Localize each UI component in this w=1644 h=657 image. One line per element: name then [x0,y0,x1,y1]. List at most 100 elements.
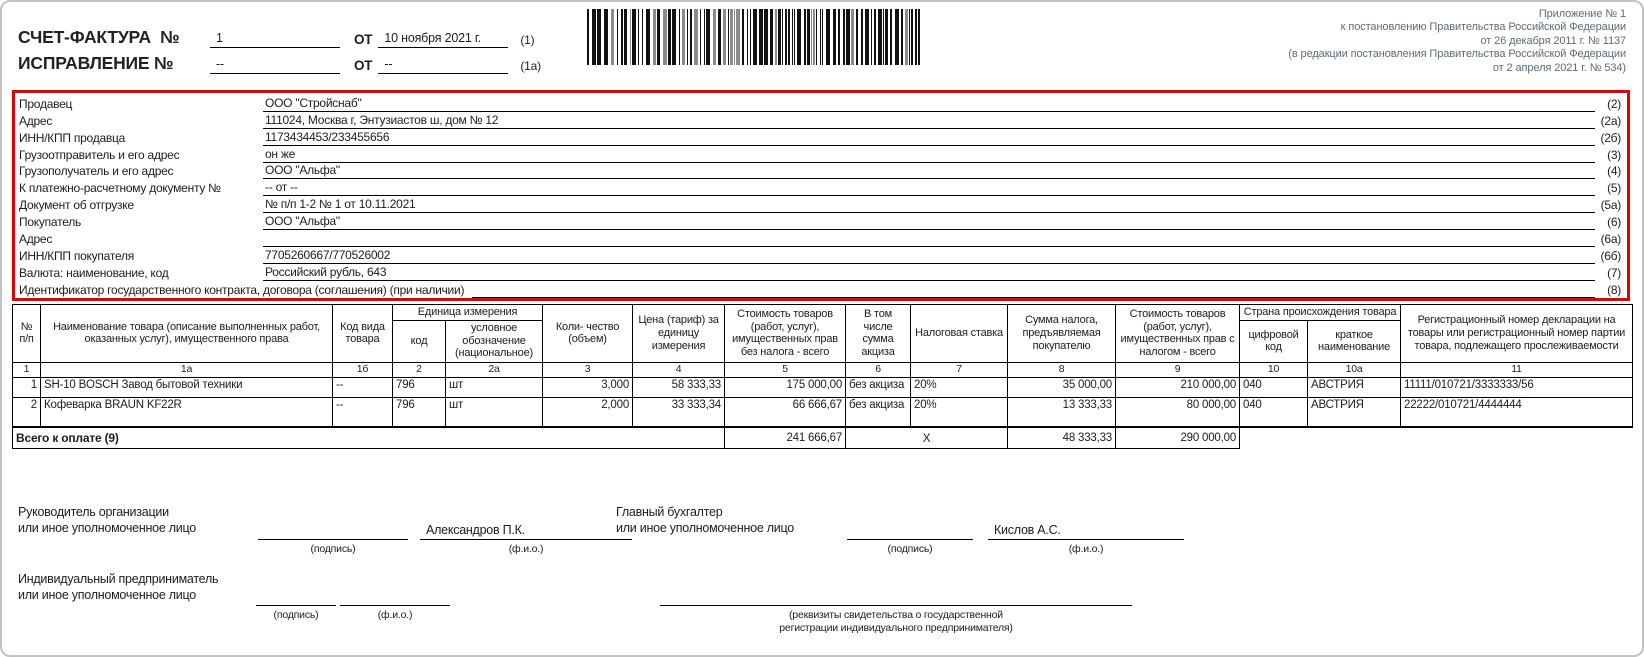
accountant-sign-line [847,523,973,540]
col-header-unit-code: код [392,319,446,363]
party-row-ref: (2) [1607,96,1621,111]
goods-cell: 20% [910,376,1009,398]
col-header-cost-with-tax: Стоимость товаров (работ, услуг), имущес… [1115,304,1241,363]
party-row-label: Грузоотправитель и его адрес [19,147,180,162]
goods-cell: SH-10 BOSCH Завод бытовой техники [40,376,333,398]
party-row-value: 7705260667/770526002 [263,248,1595,264]
col-header-country-name: краткое наименование [1307,319,1402,363]
goods-cell: Кофеварка BRAUN KF22R [40,396,333,429]
barcode-bar [804,9,806,65]
goods-cell: 2,000 [542,396,634,429]
barcode-bar [909,9,910,65]
goods-cell: 040 [1239,396,1309,429]
col-header-reg-number: Регистрационный номер декларации на това… [1400,304,1634,363]
goods-cell: 66 666,67 [724,396,847,429]
barcode-bar [617,9,618,65]
director-sign-caption: (подпись) [310,543,356,555]
goods-table-row: 2 Кофеварка BRAUN KF22R -- 796 шт 2,000 33 333… [12,396,1634,429]
party-row: Продавец ООО "Стройснаб" (2) [19,95,1627,112]
party-row-ref: (2б) [1600,130,1621,145]
barcode-bar [878,9,882,65]
goods-cell: 22222/010721/4444444 [1400,396,1634,429]
barcode-bar [723,9,726,65]
total-row: Всего к оплате (9) 241 666,67 X 48 333,3… [11,426,1633,449]
barcode-bar [792,9,793,65]
barcode-bar [895,9,899,65]
barcode-bar [624,9,627,65]
total-cost-without-tax: 241 666,67 [724,426,847,449]
party-row: Адрес 111024, Москва г, Энтузиастов ш, до… [19,112,1627,129]
correction-title: ИСПРАВЛЕНИЕ № [18,53,174,73]
barcode-bar [653,9,656,65]
table-subheader-row: код условное обозначение (национальное) … [13,319,1633,363]
barcode-bar [822,9,823,65]
barcode-bar [794,9,795,65]
correction-title-row: ИСПРАВЛЕНИЕ № -- ОТ -- (1а) [18,48,541,74]
total-x-mark: X [845,426,1009,449]
goods-cell: 210 000,00 [1115,376,1241,398]
party-row-label: Идентификатор государственного контракта… [19,282,465,297]
barcode-bar [694,9,698,65]
party-row-ref: (5) [1607,181,1621,196]
goods-cell: 2 [12,396,41,429]
barcode-bar [611,9,614,65]
barcode-bar [592,9,596,65]
goods-cell: без акциза [845,376,912,398]
party-row: Адрес (6а) [19,230,1627,248]
column-number-cell: 6 [845,361,912,378]
party-row-value: 111024, Москва г, Энтузиастов ш, дом № 1… [263,113,1595,129]
barcode-bar [820,9,821,65]
barcode-bar [742,9,744,65]
barcode-bar [672,9,676,65]
goods-cell: без акциза [845,396,912,429]
goods-cell: 33 333,34 [632,396,726,429]
barcode-bar [587,9,589,65]
column-number-cell: 2 [392,361,446,378]
party-row-label: Валюта: наименование, код [19,265,169,280]
barcode-bar [753,9,757,65]
column-number-cell: 1б [332,361,393,378]
col-header-npp: № п/п [12,304,41,363]
goods-cell: АВСТРИЯ [1307,396,1402,429]
correction-number-field: -- [210,57,340,74]
barcode-icon [587,9,923,65]
barcode-bar [813,9,815,65]
party-row-ref: (6а) [1600,232,1622,247]
barcode-bar [632,9,636,65]
barcode-bar [807,9,810,65]
barcode-bar [747,9,748,65]
col-header-unit-symbol: условное обозначение (национальное) [444,319,544,363]
column-number-cell: 9 [1115,361,1241,378]
barcode-bar [638,9,639,65]
col-header-country-code: цифровой код [1239,319,1309,363]
goods-cell: -- [332,396,393,429]
col-header-excise: В том числе сумма акциза [845,304,912,363]
entrepreneur-requisites-line [660,590,1132,606]
barcode-bar [846,9,850,65]
party-row-ref: (5а) [1600,198,1622,213]
col-header-name: Наименование товара (описание выполненны… [40,304,333,363]
entrepreneur-fio-caption: (ф.и.о.) [377,609,413,621]
barcode-bar [668,9,671,65]
barcode-bar [816,9,817,65]
director-fio-caption: (ф.и.о.) [508,543,544,555]
entrepreneur-requisites-caption: (реквизиты свидетельства о государственн… [779,609,1013,634]
party-row-ref: (3) [1607,147,1621,162]
column-number-cell: 8 [1007,361,1117,378]
goods-cell: 175 000,00 [724,376,847,398]
party-row-value: ООО "Альфа" [263,214,1595,231]
barcode-bar [728,9,729,65]
barcode-bar [630,9,631,65]
barcode-bar [700,9,701,65]
barcode-bar [750,9,751,65]
barcode-bar [764,9,768,65]
director-fio-value: Александров П.К. [426,523,525,537]
party-row-value: -- от -- [263,180,1595,197]
director-fio-line [420,523,632,540]
column-number-cell: 5 [724,361,847,378]
col-header-price: Цена (тариф) за единицу измерения [632,304,726,363]
col-header-tax-rate: Налоговая ставка [910,304,1009,363]
legal-reference: Приложение № 1 к постановлению Правитель… [1288,8,1626,74]
column-number-cell: 1 [12,361,41,378]
column-number-cell: 3 [542,361,634,378]
